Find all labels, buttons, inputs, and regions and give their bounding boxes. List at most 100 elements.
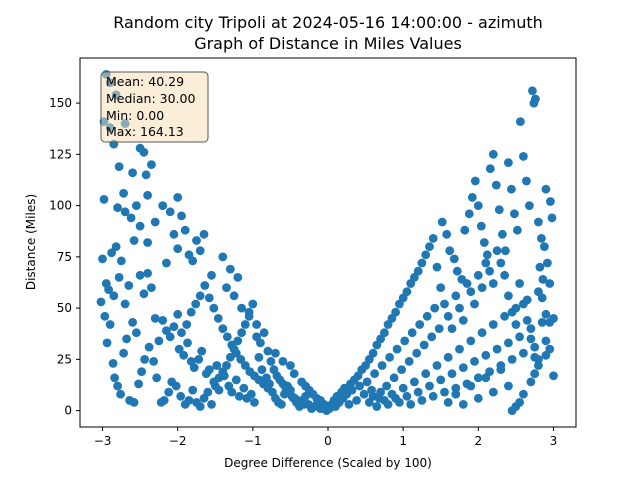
data-point <box>173 244 183 254</box>
data-point <box>425 381 434 391</box>
data-point <box>504 381 513 391</box>
data-point <box>460 225 470 235</box>
data-point <box>195 291 205 301</box>
data-point <box>229 291 239 301</box>
y-tick-label: 125 <box>49 147 72 161</box>
data-point <box>535 262 545 272</box>
data-point <box>126 213 136 223</box>
data-point <box>507 184 516 194</box>
data-point <box>511 320 521 329</box>
data-point <box>244 307 254 317</box>
data-point <box>515 398 524 407</box>
data-point <box>412 348 422 358</box>
data-point <box>530 342 540 352</box>
data-point <box>137 367 147 376</box>
data-point <box>182 320 192 329</box>
data-point <box>120 299 130 309</box>
data-point <box>254 352 264 362</box>
data-point <box>222 332 232 342</box>
data-point <box>526 324 536 333</box>
data-points <box>96 70 558 415</box>
data-point <box>494 205 504 215</box>
data-point <box>519 389 528 399</box>
data-point <box>545 318 555 327</box>
data-point <box>105 320 115 329</box>
data-point <box>540 242 549 252</box>
data-point <box>447 324 457 333</box>
data-point <box>534 355 543 364</box>
data-point <box>428 391 438 401</box>
data-point <box>389 373 399 383</box>
data-point <box>129 398 139 407</box>
data-point <box>278 357 288 366</box>
data-point <box>96 297 106 307</box>
data-point <box>445 246 455 256</box>
data-point <box>458 316 468 325</box>
data-point <box>488 387 498 397</box>
data-point <box>526 377 536 387</box>
y-tick-label: 75 <box>57 250 72 264</box>
data-point <box>525 201 534 211</box>
data-point <box>470 299 479 309</box>
data-point <box>143 268 153 278</box>
data-point <box>513 225 522 235</box>
data-point <box>425 242 434 252</box>
x-tick-label: 1 <box>399 434 407 448</box>
data-point <box>277 400 286 409</box>
data-point <box>186 307 196 317</box>
data-point <box>139 147 149 157</box>
data-point <box>180 225 190 235</box>
data-point <box>116 256 126 266</box>
data-point <box>173 193 183 202</box>
data-point <box>443 311 453 321</box>
data-point <box>352 396 361 405</box>
data-point <box>488 320 498 329</box>
data-point <box>400 336 410 346</box>
data-point <box>404 357 414 366</box>
data-point <box>466 381 476 391</box>
data-point <box>120 207 130 217</box>
data-point <box>128 318 138 327</box>
data-point <box>473 373 483 383</box>
data-point <box>382 381 391 391</box>
stats-median: Median: 30.00 <box>106 91 195 106</box>
data-point <box>537 234 546 243</box>
data-point <box>534 217 543 227</box>
data-point <box>391 307 400 317</box>
data-point <box>207 400 216 409</box>
data-point <box>240 361 250 370</box>
data-point <box>541 309 551 319</box>
chart-title-line2: Graph of Distance in Miles Values <box>194 34 462 53</box>
data-point <box>398 383 408 393</box>
data-point <box>299 400 309 409</box>
data-point <box>481 350 491 360</box>
data-point <box>113 381 122 391</box>
data-point <box>119 348 128 358</box>
data-point <box>464 209 474 219</box>
data-point <box>183 338 192 348</box>
data-point <box>402 287 412 297</box>
data-point <box>236 355 246 364</box>
data-point <box>473 393 483 403</box>
data-point <box>436 283 446 292</box>
data-point <box>428 234 438 243</box>
data-point <box>458 400 468 409</box>
data-point <box>289 369 299 379</box>
data-point <box>479 238 489 247</box>
data-point <box>473 201 483 211</box>
y-tick-label: 25 <box>57 352 72 366</box>
data-point <box>477 283 487 292</box>
data-point <box>147 283 156 292</box>
data-point <box>537 293 547 303</box>
data-point <box>233 273 243 282</box>
data-point <box>504 338 513 348</box>
data-point <box>111 242 121 252</box>
data-point <box>522 176 531 186</box>
x-tick-label: −3 <box>94 434 112 448</box>
data-point <box>530 369 540 379</box>
data-point <box>143 190 153 200</box>
data-point <box>231 375 241 385</box>
data-point <box>534 361 543 370</box>
data-point <box>179 350 189 360</box>
data-point <box>449 254 459 264</box>
